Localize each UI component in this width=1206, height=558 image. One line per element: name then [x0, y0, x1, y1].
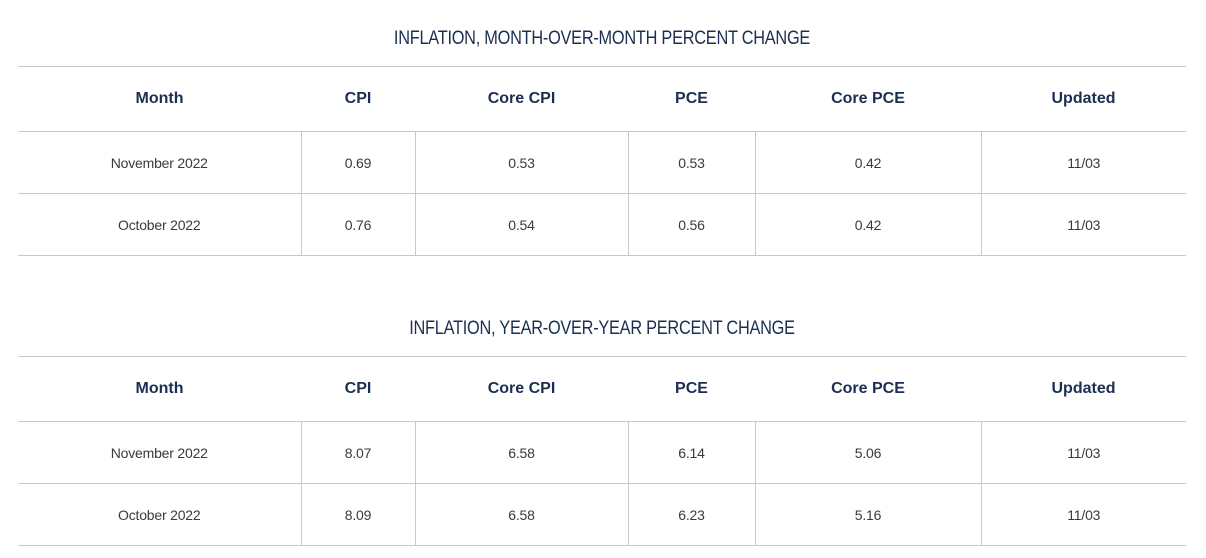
header-core-pce: Core PCE — [755, 356, 981, 422]
cell-month: October 2022 — [18, 483, 301, 546]
table-row: November 2022 0.69 0.53 0.53 0.42 11/03 — [18, 131, 1186, 194]
mom-table: Month CPI Core CPI PCE Core PCE Updated … — [18, 66, 1186, 256]
cell-cpi: 8.07 — [300, 421, 415, 484]
header-pce: PCE — [628, 356, 755, 422]
header-updated: Updated — [981, 66, 1186, 132]
header-cpi: CPI — [301, 356, 415, 422]
table-row: November 2022 8.07 6.58 6.14 5.06 11/03 — [18, 421, 1186, 484]
yoy-table: Month CPI Core CPI PCE Core PCE Updated … — [18, 356, 1186, 546]
cell-core-pce: 5.06 — [754, 421, 981, 484]
cell-core-cpi: 6.58 — [414, 421, 628, 484]
header-core-cpi: Core CPI — [415, 66, 628, 132]
cell-pce: 0.53 — [627, 131, 755, 194]
header-month: Month — [18, 66, 301, 132]
cell-core-cpi: 0.53 — [414, 131, 628, 194]
cell-month: October 2022 — [18, 193, 301, 256]
header-cpi: CPI — [301, 66, 415, 132]
cell-core-cpi: 0.54 — [414, 193, 628, 256]
cell-updated: 11/03 — [980, 193, 1186, 256]
cell-month: November 2022 — [18, 131, 301, 194]
cell-core-cpi: 6.58 — [414, 483, 628, 546]
header-core-pce: Core PCE — [755, 66, 981, 132]
cell-updated: 11/03 — [980, 421, 1186, 484]
cell-pce: 6.23 — [627, 483, 755, 546]
header-core-cpi: Core CPI — [415, 356, 628, 422]
cell-pce: 6.14 — [627, 421, 755, 484]
cell-core-pce: 0.42 — [754, 131, 981, 194]
yoy-table-title: INFLATION, YEAR-OVER-YEAR PERCENT CHANGE — [409, 318, 795, 339]
mom-header-row: Month CPI Core CPI PCE Core PCE Updated — [18, 66, 1186, 132]
header-updated: Updated — [981, 356, 1186, 422]
cell-month: November 2022 — [18, 421, 301, 484]
header-month: Month — [18, 356, 301, 422]
yoy-header-row: Month CPI Core CPI PCE Core PCE Updated — [18, 356, 1186, 422]
header-pce: PCE — [628, 66, 755, 132]
cell-cpi: 8.09 — [300, 483, 415, 546]
mom-section: INFLATION, MONTH-OVER-MONTH PERCENT CHAN… — [18, 0, 1186, 256]
yoy-section: INFLATION, YEAR-OVER-YEAR PERCENT CHANGE… — [18, 290, 1186, 546]
cell-core-pce: 0.42 — [754, 193, 981, 256]
cell-updated: 11/03 — [980, 483, 1186, 546]
cell-cpi: 0.69 — [300, 131, 415, 194]
cell-core-pce: 5.16 — [754, 483, 981, 546]
table-row: October 2022 8.09 6.58 6.23 5.16 11/03 — [18, 483, 1186, 546]
cell-pce: 0.56 — [627, 193, 755, 256]
cell-updated: 11/03 — [980, 131, 1186, 194]
table-row: October 2022 0.76 0.54 0.56 0.42 11/03 — [18, 193, 1186, 256]
mom-table-title: INFLATION, MONTH-OVER-MONTH PERCENT CHAN… — [393, 28, 811, 49]
cell-cpi: 0.76 — [300, 193, 415, 256]
